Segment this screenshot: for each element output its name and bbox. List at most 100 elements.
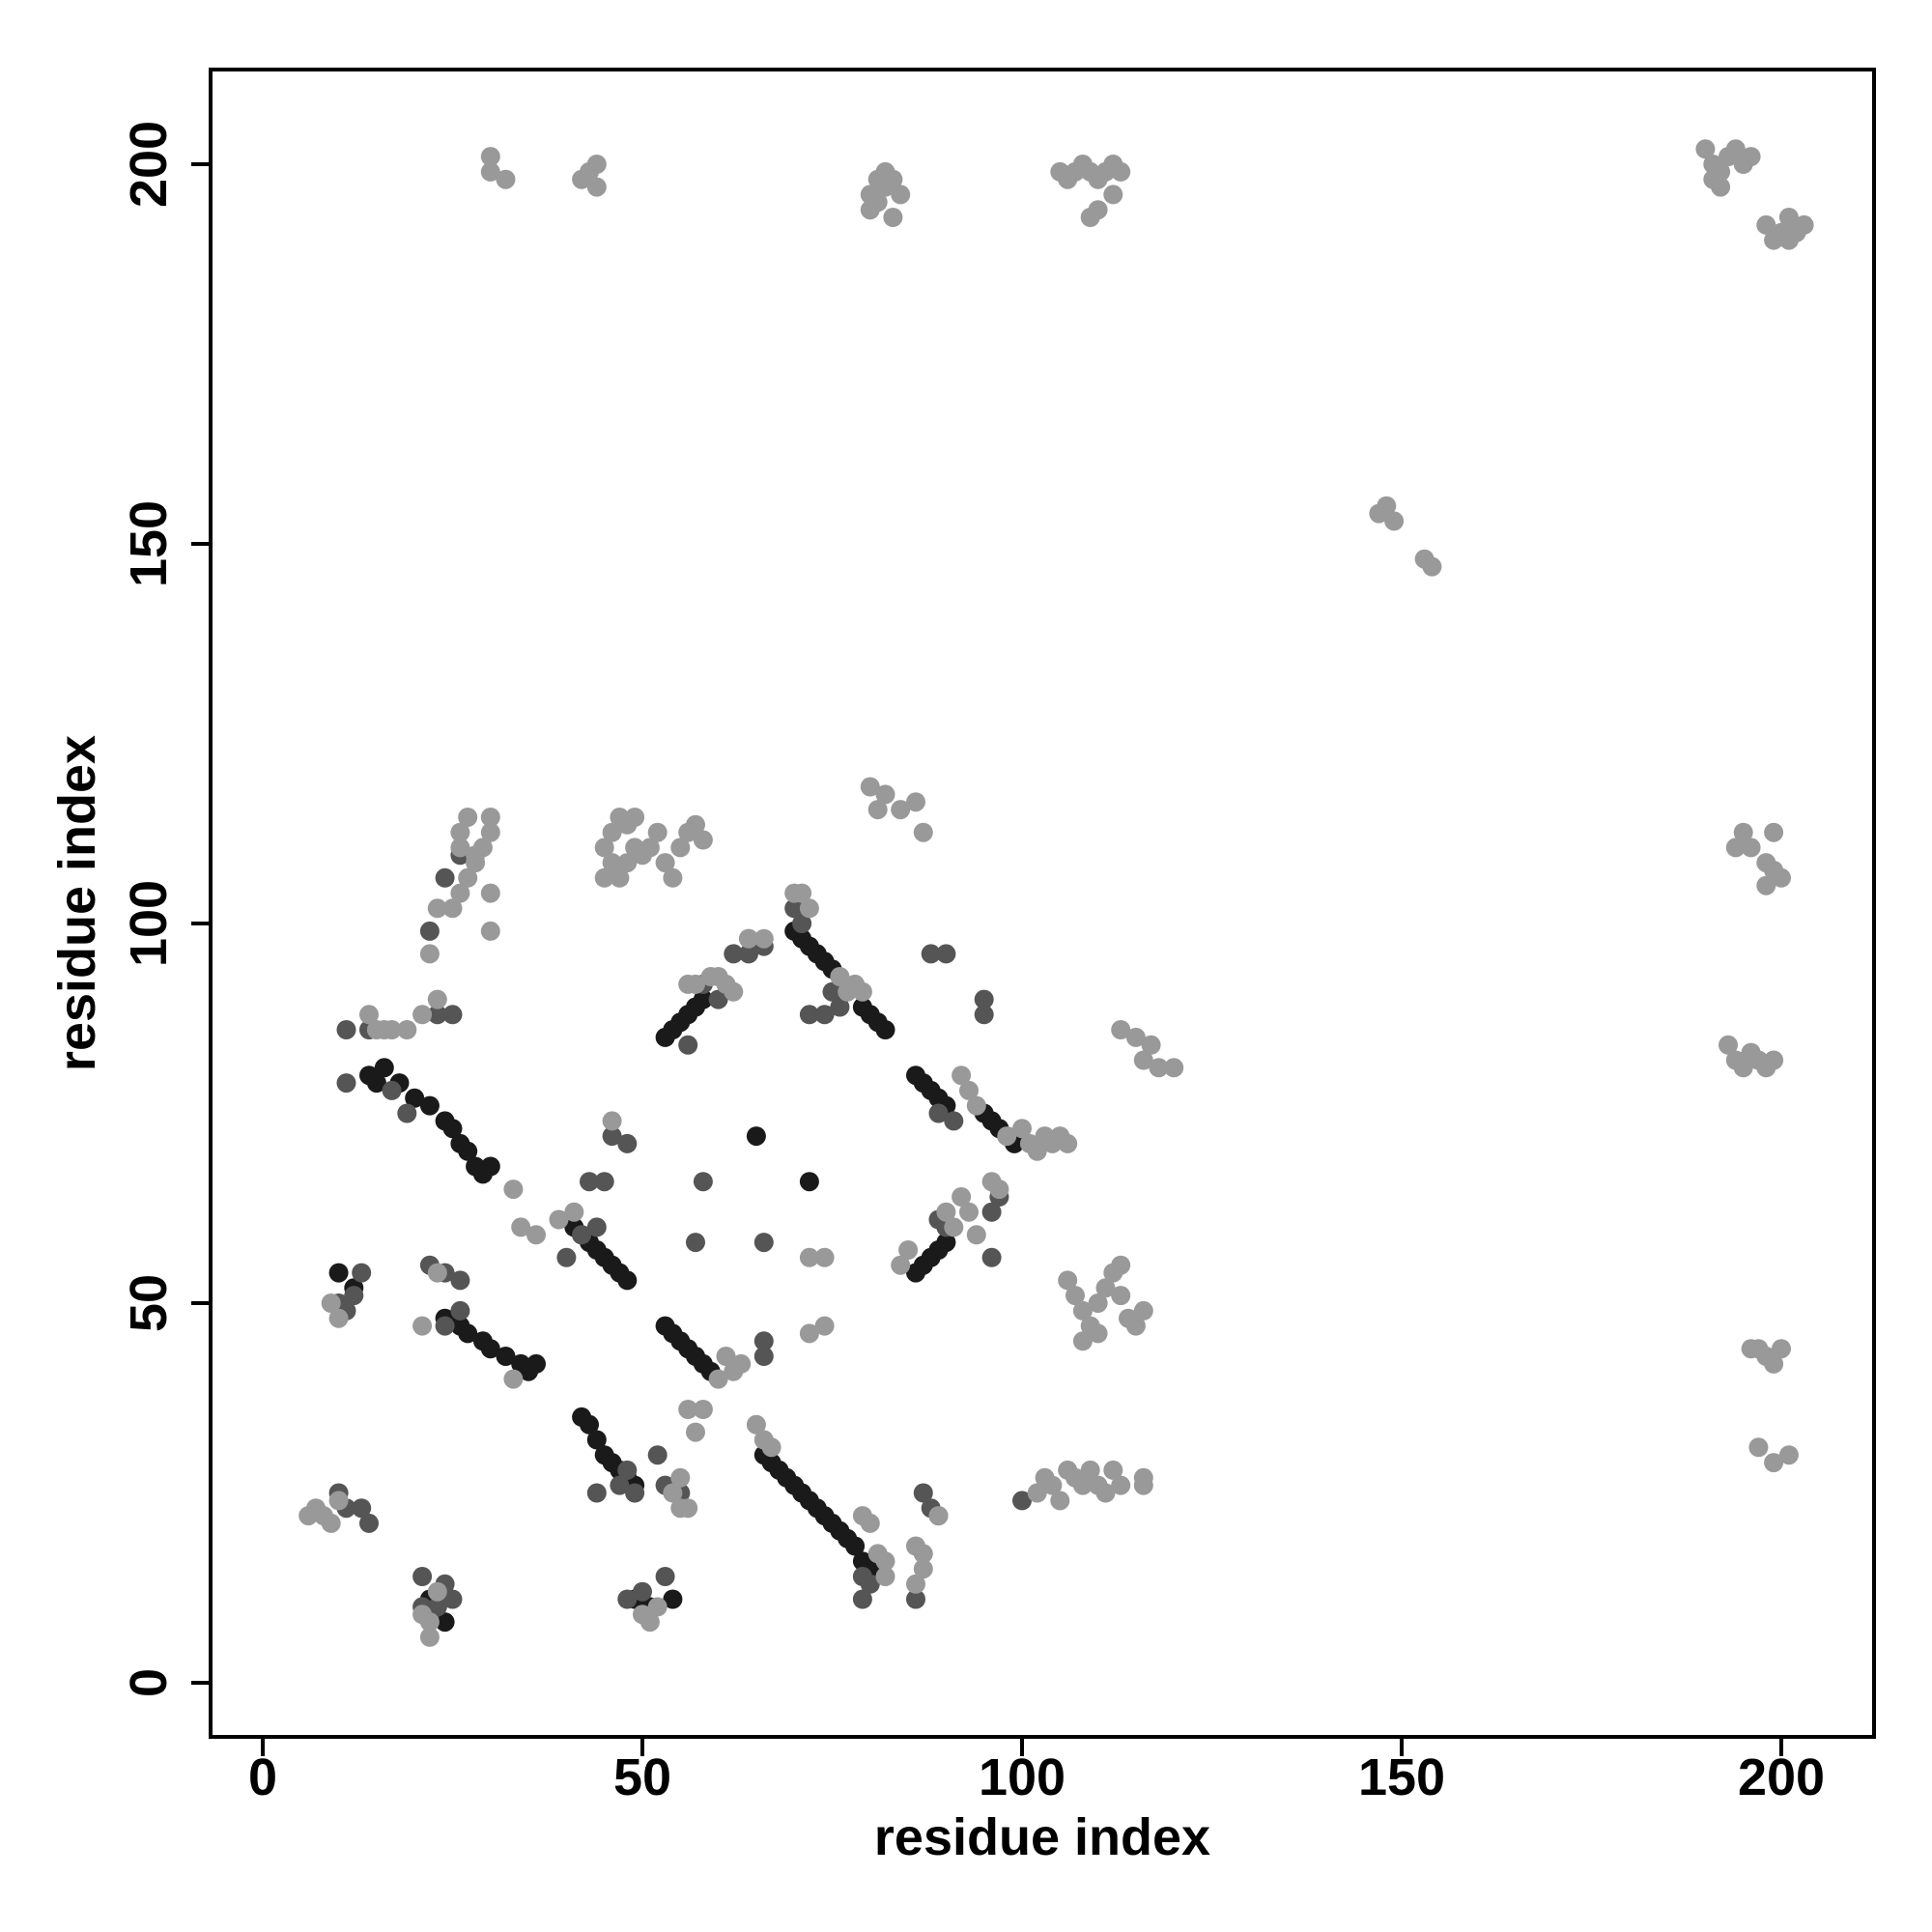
contact-point <box>1072 1300 1093 1321</box>
contact-point <box>693 1172 713 1192</box>
contact-point <box>814 1247 835 1267</box>
contact-point <box>928 1103 949 1123</box>
y-tick-label: 150 <box>120 500 178 587</box>
contact-point <box>852 981 872 1002</box>
contact-point <box>586 155 607 174</box>
y-tick-label: 50 <box>120 1274 178 1332</box>
contact-point <box>952 1187 972 1207</box>
contact-point <box>830 967 850 986</box>
contact-point <box>617 1460 638 1480</box>
contact-point <box>852 1589 872 1609</box>
contact-point <box>913 822 933 842</box>
contact-point <box>1027 1483 1047 1503</box>
contact-point <box>412 1605 433 1625</box>
contact-point <box>450 883 470 903</box>
contact-point <box>586 1217 607 1237</box>
contact-point <box>867 800 888 820</box>
contact-point <box>686 974 705 994</box>
contact-point <box>952 1065 972 1086</box>
contact-point <box>1065 1286 1085 1306</box>
contact-point <box>382 1020 402 1039</box>
contact-point <box>450 1300 470 1321</box>
contact-point <box>936 1202 956 1222</box>
contact-point <box>450 1270 470 1291</box>
contact-point <box>639 838 660 858</box>
contact-point <box>1012 1491 1032 1511</box>
contact-point <box>1748 1437 1769 1458</box>
contact-point <box>753 1331 774 1351</box>
contact-point <box>1088 1293 1108 1313</box>
contact-point <box>352 1263 372 1283</box>
contact-point <box>366 1073 386 1094</box>
contact-point <box>639 1612 660 1633</box>
contact-point <box>867 169 888 189</box>
contact-point <box>799 1172 819 1192</box>
contact-point <box>503 1179 524 1200</box>
contact-point <box>594 867 614 888</box>
contact-point <box>989 1179 1009 1200</box>
contact-point <box>686 1422 705 1442</box>
contact-point <box>336 1073 356 1094</box>
contact-point <box>670 1467 691 1488</box>
contact-point <box>708 989 728 1009</box>
contact-point <box>875 784 895 805</box>
contact-point <box>480 808 500 827</box>
contact-point <box>1794 214 1814 235</box>
contact-point <box>511 1217 531 1237</box>
contact-point <box>891 1255 911 1275</box>
contact-point <box>1778 208 1799 227</box>
contact-point <box>1095 1278 1116 1298</box>
contact-point <box>496 169 516 189</box>
contact-point <box>625 1483 645 1503</box>
y-axis: 0 50 100 150 200 <box>120 121 211 1697</box>
contact-point <box>1772 867 1791 888</box>
contact-point <box>442 1005 463 1025</box>
contact-point <box>344 1286 364 1306</box>
contact-point <box>936 1233 956 1253</box>
contact-point <box>928 1506 949 1526</box>
x-axis: 0 50 100 150 200 <box>248 1737 1825 1806</box>
contact-point <box>1756 214 1776 235</box>
contact-point <box>625 808 645 827</box>
contact-point <box>1095 1483 1116 1503</box>
contact-point <box>321 1293 341 1313</box>
contact-point <box>1058 1270 1078 1291</box>
contact-point <box>974 989 994 1009</box>
contact-point <box>1725 838 1746 858</box>
contact-point <box>906 1589 925 1609</box>
contact-point <box>405 1088 425 1108</box>
contact-point <box>419 1627 440 1647</box>
contact-point <box>814 1005 835 1025</box>
x-axis-title: residue index <box>874 1808 1210 1866</box>
contact-point <box>549 1209 569 1230</box>
contact-point <box>1111 1255 1131 1275</box>
y-tick-label: 100 <box>120 880 178 967</box>
contact-point <box>580 1414 599 1435</box>
contact-point <box>647 1445 668 1465</box>
contact-point <box>1703 169 1723 189</box>
contact-point <box>921 944 941 964</box>
contact-point <box>617 1133 638 1153</box>
contact-point <box>981 1202 1002 1222</box>
contact-point <box>739 944 758 964</box>
contact-point <box>686 1233 705 1253</box>
x-tick-label: 50 <box>613 1748 671 1806</box>
contact-point <box>397 1103 417 1123</box>
contact-point <box>397 1020 417 1039</box>
contact-point <box>655 1567 675 1586</box>
contact-point <box>328 1491 349 1511</box>
contact-point <box>1149 1058 1169 1078</box>
contact-point <box>670 838 691 858</box>
contact-point <box>1764 822 1784 842</box>
contact-point <box>1058 1133 1078 1153</box>
contact-point <box>602 853 622 873</box>
contact-point <box>716 1347 736 1366</box>
contact-point <box>556 1247 577 1267</box>
contact-point <box>724 944 744 964</box>
contact-point <box>693 1400 713 1419</box>
contact-point <box>799 1005 819 1025</box>
contact-point <box>503 1369 524 1389</box>
contact-point <box>359 1005 379 1025</box>
contact-point <box>1719 1035 1738 1055</box>
